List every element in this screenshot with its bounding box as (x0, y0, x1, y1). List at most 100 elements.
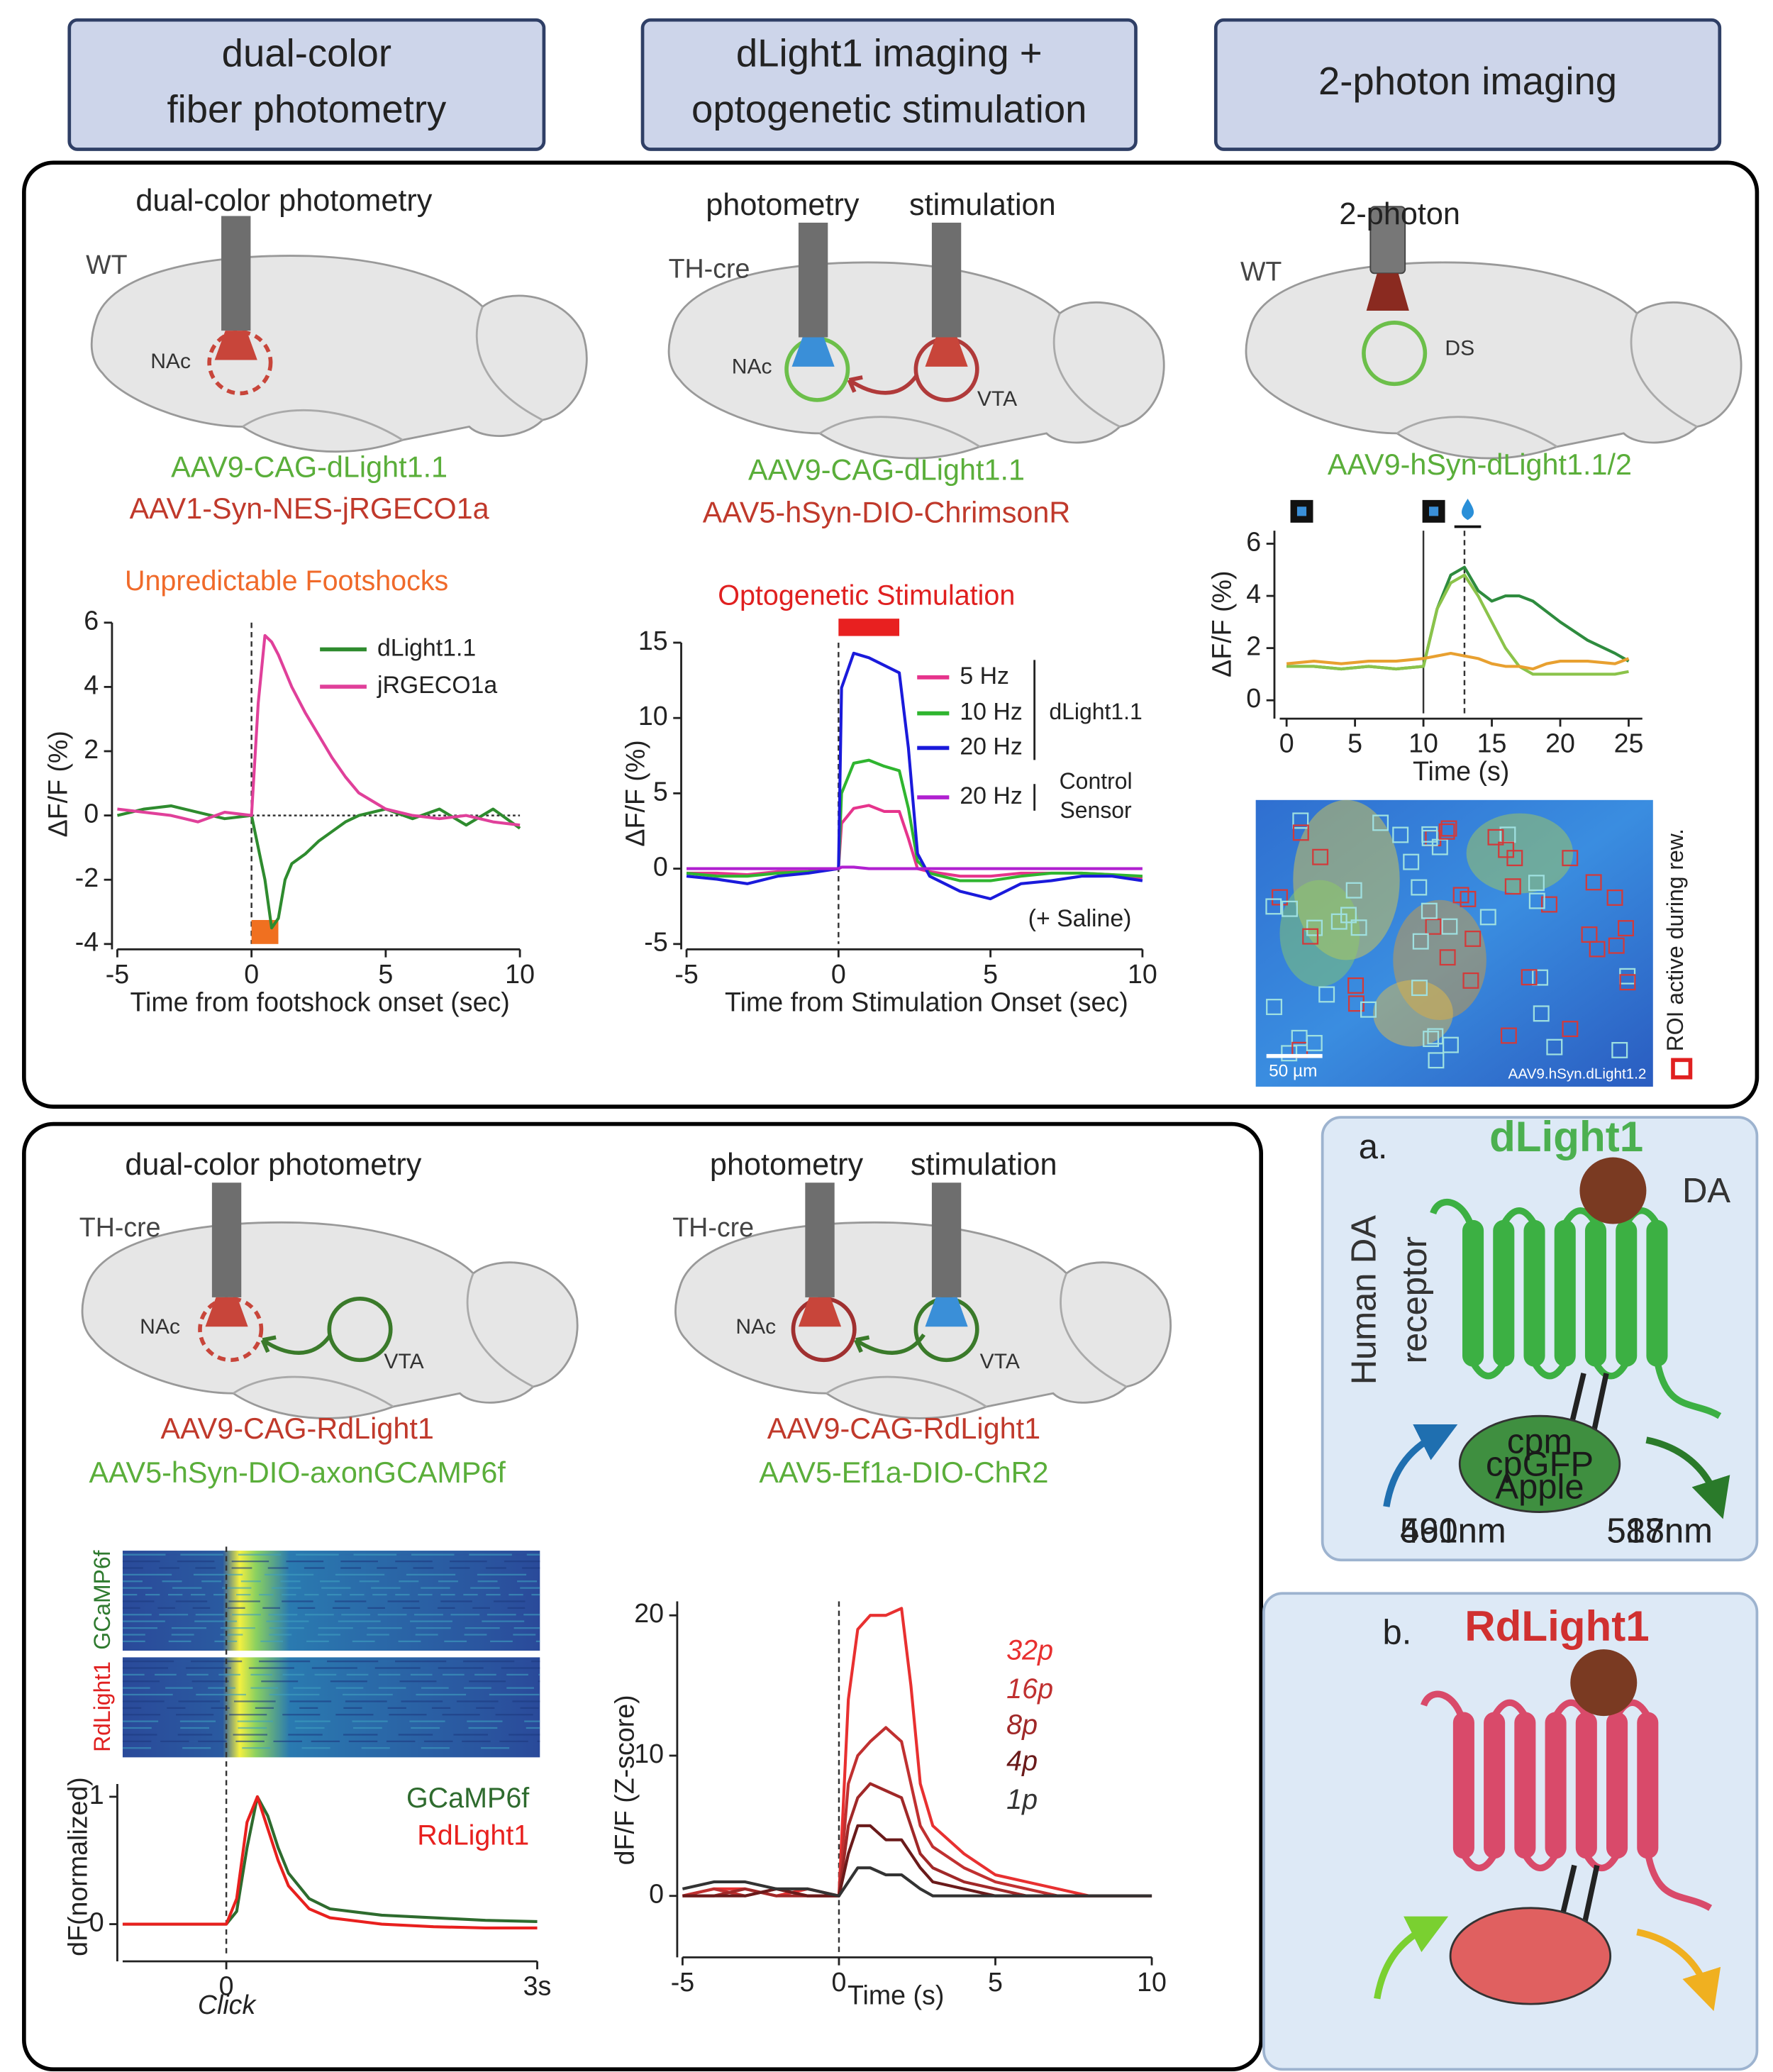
sensor-name: RdLight1 (1464, 1602, 1650, 1650)
fiber (931, 222, 962, 338)
x-tick-label: -5 (106, 959, 129, 989)
ligand-label: DA (1682, 1172, 1730, 1210)
fluorophore-label: Apple (1496, 1468, 1584, 1506)
loop (1592, 1361, 1630, 1380)
chart-title: Optogenetic Stimulation (718, 580, 1015, 611)
series-line (686, 758, 1143, 882)
roi (1306, 1035, 1323, 1051)
image-caption: AAV9.hSyn.dLight1.2 (1508, 1065, 1647, 1082)
reward-icon (1462, 498, 1474, 521)
x-tick-label: 0 (832, 1967, 847, 1997)
roi (1506, 850, 1523, 867)
roi (1546, 1038, 1563, 1056)
roi (1487, 829, 1504, 846)
series-line (122, 1795, 538, 1930)
roi (1528, 892, 1545, 909)
region-label: VTA (980, 1350, 1020, 1373)
y-tick-label: -2 (75, 863, 99, 892)
y-axis-label: ΔF/F (%) (1206, 571, 1236, 677)
series-line (117, 633, 521, 827)
x-tick-label: 15 (1477, 728, 1507, 758)
y-tick-label: 5 (653, 776, 668, 806)
loop (1522, 1853, 1559, 1871)
series-line (1286, 651, 1630, 671)
x-tick-label: 0 (1279, 728, 1294, 758)
helix (1637, 1712, 1659, 1859)
roi (1589, 941, 1606, 958)
legend-label: 4p (1006, 1745, 1038, 1776)
excitation-arrow (1374, 1916, 1449, 2000)
ligand-label: DA (1682, 1172, 1730, 1210)
x-tick-label: 0 (244, 959, 259, 989)
chart-note: (+ Saline) (1028, 905, 1132, 932)
roi (1585, 874, 1602, 891)
x-tick-label: 0 (219, 1971, 234, 2001)
brain-diagram (667, 222, 1165, 460)
brain-outline (674, 1221, 1172, 1419)
roi (1421, 826, 1438, 843)
panel-title: dual-color photometry (135, 184, 432, 218)
roi (1266, 999, 1283, 1015)
roi (1425, 918, 1442, 935)
light-cone (205, 1297, 248, 1327)
y-tick-label: 0 (84, 799, 99, 829)
roi (1411, 980, 1428, 997)
fiber (221, 216, 251, 331)
roi (1562, 850, 1579, 867)
sensor-name: dLight1 (1489, 1113, 1643, 1160)
header-box (67, 18, 546, 151)
roi (1541, 896, 1557, 913)
strain-label: TH-cre (672, 1212, 754, 1242)
roi (1345, 882, 1362, 899)
helix (1514, 1712, 1536, 1859)
fluorophore-label: cpGFP (1486, 1446, 1594, 1484)
light-cone (925, 337, 968, 367)
loop (1491, 1699, 1528, 1718)
x-tick-label: 25 (1614, 728, 1644, 758)
header-text: fiber photometry (167, 87, 447, 131)
emission-label: 517nm (1607, 1512, 1713, 1551)
roi (1521, 969, 1538, 986)
virus-label: AAV9-CAG-RdLight1 (161, 1412, 434, 1445)
roi (1412, 933, 1429, 950)
panel-title: photometry (706, 188, 860, 222)
virus-label: AAV5-hSyn-DIO-ChrimsonR (703, 496, 1070, 528)
x-tick-label: -5 (674, 959, 698, 989)
roi (1347, 977, 1365, 994)
y-axis-label: ΔF/F (%) (43, 731, 73, 837)
roi (1340, 907, 1357, 924)
loop (1501, 1207, 1538, 1226)
strain-label: TH-cre (669, 254, 750, 284)
roi (1265, 898, 1282, 915)
x-tick-label: 5 (1347, 728, 1362, 758)
header-text: dual-color (222, 31, 391, 74)
roi (1372, 814, 1389, 831)
roi (1302, 928, 1319, 945)
x-axis-label: Time from Stimulation Onset (sec) (725, 987, 1128, 1016)
region-label: NAc (735, 1315, 776, 1339)
roi (1500, 1027, 1517, 1044)
strain-label: WT (86, 250, 127, 279)
roi (1441, 918, 1458, 935)
scale-label: 50 µm (1269, 1062, 1317, 1081)
roi (1360, 1001, 1377, 1018)
strain-label: TH-cre (79, 1212, 161, 1242)
y-tick-label: 15 (638, 626, 668, 655)
loop (1562, 1207, 1599, 1226)
series-line (686, 651, 1143, 901)
series-line (682, 1607, 1152, 1898)
roi (1427, 1028, 1444, 1045)
roi (1462, 972, 1479, 989)
light-cone (798, 1297, 842, 1327)
roi (1532, 969, 1549, 986)
light-cone (925, 1297, 968, 1327)
x-tick-label: 0 (831, 959, 846, 989)
brain-fold (242, 306, 543, 441)
series-line (682, 1866, 1152, 1898)
excitation-label: 561nm (1400, 1512, 1506, 1551)
virus-label: AAV9-hSyn-dLight1.1/2 (1328, 448, 1632, 481)
light-cone (214, 331, 257, 360)
header-box (640, 18, 1138, 151)
x-tick-label: 5 (988, 1967, 1003, 1997)
